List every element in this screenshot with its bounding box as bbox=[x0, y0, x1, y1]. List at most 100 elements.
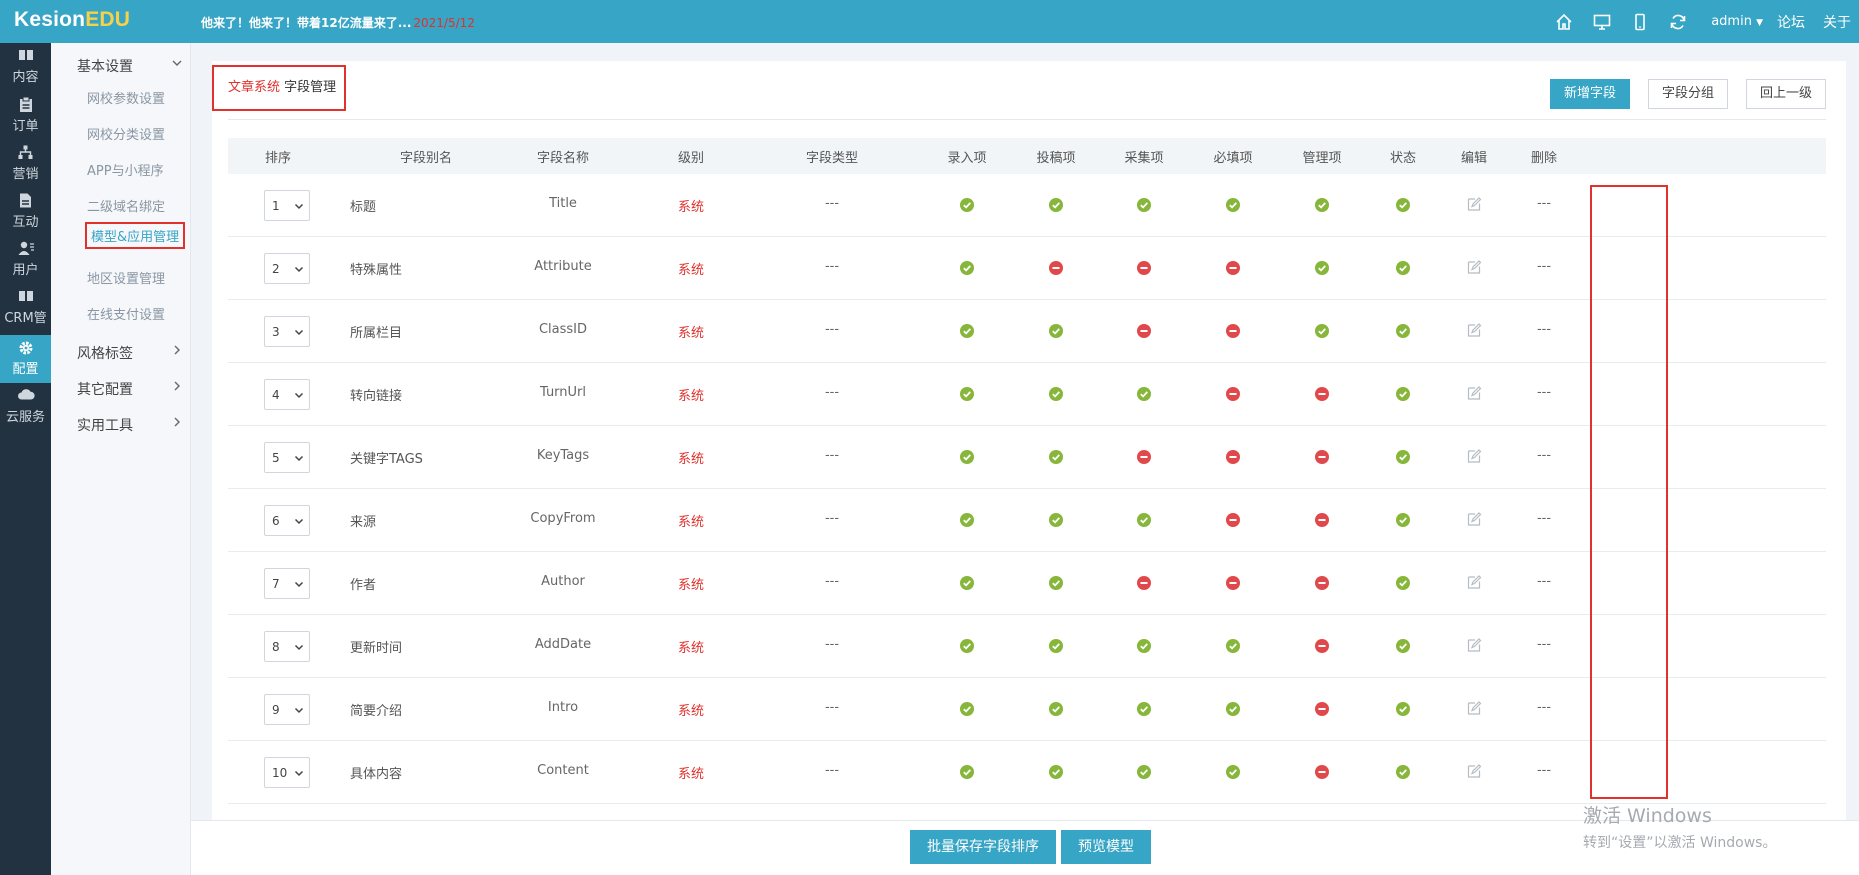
submit-flag-check-icon[interactable] bbox=[1049, 639, 1063, 653]
status-check-icon[interactable] bbox=[1396, 639, 1410, 653]
order-select[interactable]: 8 bbox=[264, 631, 310, 662]
input-flag-check-icon[interactable] bbox=[960, 198, 974, 212]
collect-flag-minus-icon[interactable] bbox=[1137, 576, 1151, 590]
submit-flag-minus-icon[interactable] bbox=[1049, 261, 1063, 275]
manage-flag-check-icon[interactable] bbox=[1315, 261, 1329, 275]
mobile-icon[interactable] bbox=[1629, 11, 1651, 33]
required-flag-minus-icon[interactable] bbox=[1226, 450, 1240, 464]
input-flag-check-icon[interactable] bbox=[960, 513, 974, 527]
manage-flag-minus-icon[interactable] bbox=[1315, 387, 1329, 401]
edit-icon[interactable] bbox=[1466, 574, 1482, 594]
submenu-group-other-config[interactable]: 其它配置 bbox=[51, 372, 191, 402]
required-flag-minus-icon[interactable] bbox=[1226, 513, 1240, 527]
input-flag-check-icon[interactable] bbox=[960, 576, 974, 590]
input-flag-check-icon[interactable] bbox=[960, 765, 974, 779]
status-check-icon[interactable] bbox=[1396, 198, 1410, 212]
collect-flag-check-icon[interactable] bbox=[1137, 702, 1151, 716]
submenu-item-model-app[interactable]: 模型&应用管理 bbox=[85, 222, 186, 249]
status-check-icon[interactable] bbox=[1396, 513, 1410, 527]
order-select[interactable]: 6 bbox=[264, 505, 310, 536]
submenu-item-region[interactable]: 地区设置管理 bbox=[87, 272, 166, 287]
manage-flag-minus-icon[interactable] bbox=[1315, 576, 1329, 590]
collect-flag-check-icon[interactable] bbox=[1137, 513, 1151, 527]
submit-flag-check-icon[interactable] bbox=[1049, 387, 1063, 401]
status-check-icon[interactable] bbox=[1396, 261, 1410, 275]
manage-flag-check-icon[interactable] bbox=[1315, 198, 1329, 212]
logo[interactable]: KesionEDU bbox=[14, 8, 130, 32]
submenu-group-style-tags[interactable]: 风格标签 bbox=[51, 336, 191, 366]
required-flag-minus-icon[interactable] bbox=[1226, 324, 1240, 338]
rail-item-crm[interactable]: CRM管 bbox=[0, 284, 51, 332]
collect-flag-check-icon[interactable] bbox=[1137, 639, 1151, 653]
submit-flag-check-icon[interactable] bbox=[1049, 198, 1063, 212]
announcement-marquee[interactable]: 他来了！他来了！带着12亿流量来了... 2021/5/12 bbox=[201, 14, 475, 31]
status-check-icon[interactable] bbox=[1396, 387, 1410, 401]
collect-flag-check-icon[interactable] bbox=[1137, 765, 1151, 779]
field-group-button[interactable]: 字段分组 bbox=[1647, 79, 1728, 109]
submenu-item-app-miniprogram[interactable]: APP与小程序 bbox=[87, 164, 164, 179]
manage-flag-minus-icon[interactable] bbox=[1315, 513, 1329, 527]
collect-flag-minus-icon[interactable] bbox=[1137, 324, 1151, 338]
manage-flag-minus-icon[interactable] bbox=[1315, 450, 1329, 464]
user-menu[interactable]: admin ▼ bbox=[1711, 14, 1763, 29]
input-flag-check-icon[interactable] bbox=[960, 639, 974, 653]
collect-flag-check-icon[interactable] bbox=[1137, 387, 1151, 401]
submit-flag-check-icon[interactable] bbox=[1049, 324, 1063, 338]
edit-icon[interactable] bbox=[1466, 637, 1482, 657]
submit-flag-check-icon[interactable] bbox=[1049, 576, 1063, 590]
edit-icon[interactable] bbox=[1466, 385, 1482, 405]
manage-flag-minus-icon[interactable] bbox=[1315, 702, 1329, 716]
order-select[interactable]: 9 bbox=[264, 694, 310, 725]
order-select[interactable]: 2 bbox=[264, 253, 310, 284]
submenu-item-school-params[interactable]: 网校参数设置 bbox=[87, 92, 166, 107]
status-check-icon[interactable] bbox=[1396, 324, 1410, 338]
forum-link[interactable]: 论坛 bbox=[1777, 14, 1805, 31]
edit-icon[interactable] bbox=[1466, 511, 1482, 531]
edit-icon[interactable] bbox=[1466, 196, 1482, 216]
rail-item-users[interactable]: 用户 bbox=[0, 236, 51, 284]
order-select[interactable]: 1 bbox=[264, 190, 310, 221]
required-flag-minus-icon[interactable] bbox=[1226, 576, 1240, 590]
manage-flag-minus-icon[interactable] bbox=[1315, 639, 1329, 653]
submit-flag-check-icon[interactable] bbox=[1049, 450, 1063, 464]
status-check-icon[interactable] bbox=[1396, 702, 1410, 716]
rail-item-marketing[interactable]: 营销 bbox=[0, 140, 51, 188]
input-flag-check-icon[interactable] bbox=[960, 387, 974, 401]
collect-flag-minus-icon[interactable] bbox=[1137, 261, 1151, 275]
edit-icon[interactable] bbox=[1466, 259, 1482, 279]
submenu-item-school-category[interactable]: 网校分类设置 bbox=[87, 128, 166, 143]
collect-flag-minus-icon[interactable] bbox=[1137, 450, 1151, 464]
manage-flag-check-icon[interactable] bbox=[1315, 324, 1329, 338]
required-flag-check-icon[interactable] bbox=[1226, 198, 1240, 212]
breadcrumb-system[interactable]: 文章系统 bbox=[228, 80, 281, 95]
submenu-item-payment[interactable]: 在线支付设置 bbox=[87, 308, 166, 323]
about-link[interactable]: 关于 bbox=[1823, 14, 1851, 31]
submit-flag-check-icon[interactable] bbox=[1049, 702, 1063, 716]
order-select[interactable]: 4 bbox=[264, 379, 310, 410]
required-flag-check-icon[interactable] bbox=[1226, 639, 1240, 653]
manage-flag-minus-icon[interactable] bbox=[1315, 765, 1329, 779]
status-check-icon[interactable] bbox=[1396, 576, 1410, 590]
back-button[interactable]: 回上一级 bbox=[1745, 79, 1826, 109]
status-check-icon[interactable] bbox=[1396, 450, 1410, 464]
rail-item-interaction[interactable]: 互动 bbox=[0, 188, 51, 236]
edit-icon[interactable] bbox=[1466, 448, 1482, 468]
home-icon[interactable] bbox=[1553, 11, 1575, 33]
required-flag-minus-icon[interactable] bbox=[1226, 261, 1240, 275]
required-flag-check-icon[interactable] bbox=[1226, 765, 1240, 779]
input-flag-check-icon[interactable] bbox=[960, 702, 974, 716]
submenu-item-subdomain[interactable]: 二级域名绑定 bbox=[87, 200, 166, 215]
refresh-icon[interactable] bbox=[1667, 11, 1689, 33]
edit-icon[interactable] bbox=[1466, 763, 1482, 783]
input-flag-check-icon[interactable] bbox=[960, 261, 974, 275]
batch-save-order-button[interactable]: 批量保存字段排序 bbox=[910, 830, 1056, 864]
preview-model-button[interactable]: 预览模型 bbox=[1061, 830, 1151, 864]
rail-item-orders[interactable]: 订单 bbox=[0, 92, 51, 140]
submenu-group-tools[interactable]: 实用工具 bbox=[51, 408, 191, 438]
input-flag-check-icon[interactable] bbox=[960, 324, 974, 338]
required-flag-minus-icon[interactable] bbox=[1226, 387, 1240, 401]
submenu-group-basic[interactable]: 基本设置 bbox=[51, 49, 191, 79]
rail-item-config[interactable]: 配置 bbox=[0, 335, 51, 383]
order-select[interactable]: 5 bbox=[264, 442, 310, 473]
edit-icon[interactable] bbox=[1466, 700, 1482, 720]
